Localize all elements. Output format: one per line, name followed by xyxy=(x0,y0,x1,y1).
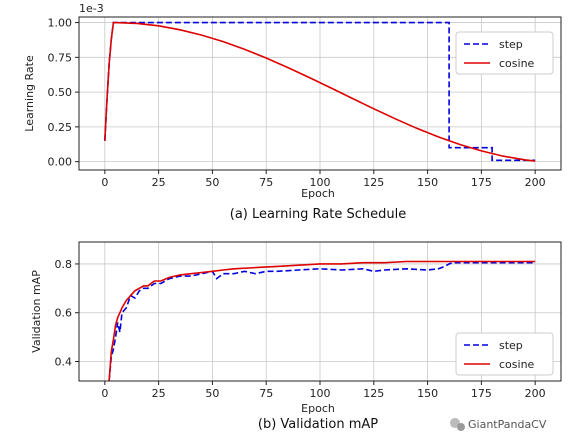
x-tick-label: 100 xyxy=(310,387,331,400)
legend: step cosine xyxy=(455,332,554,376)
y-tick-label: 0.4 xyxy=(55,355,73,368)
y-axis-label: Validation mAP xyxy=(30,270,43,353)
x-tick-label: 150 xyxy=(417,387,438,400)
x-tick-label: 125 xyxy=(363,387,384,400)
x-tick-label: 0 xyxy=(101,176,108,189)
legend: step cosine xyxy=(455,31,554,75)
y-tick-label: 0.8 xyxy=(55,258,73,271)
watermark-text: GiantPandaCV xyxy=(468,418,547,431)
x-tick-label: 50 xyxy=(205,176,219,189)
y-tick-label: 0.75 xyxy=(48,51,73,64)
legend-label-cosine: cosine xyxy=(499,358,535,371)
x-tick-label: 50 xyxy=(205,387,219,400)
x-tick-label: 200 xyxy=(525,176,546,189)
x-tick-label: 75 xyxy=(259,387,273,400)
legend-label-step: step xyxy=(499,339,523,352)
tick-labels: 0 25 50 75 100 125 150 175 200 0.4 0.6 0.8 xyxy=(55,258,546,400)
x-tick-label: 0 xyxy=(101,387,108,400)
x-tick-label: 125 xyxy=(363,176,384,189)
x-tick-label: 25 xyxy=(152,176,166,189)
series-line-cosine xyxy=(104,21,536,162)
series-lines xyxy=(108,260,536,382)
series-line-step xyxy=(108,261,536,382)
panel-caption: (a) Learning Rate Schedule xyxy=(230,207,407,222)
y-axis-label: Learning Rate xyxy=(23,55,36,132)
y-tick-label: 0.00 xyxy=(48,156,73,169)
watermark: GiantPandaCV xyxy=(450,418,547,431)
x-tick-label: 175 xyxy=(471,387,492,400)
y-tick-label: 0.50 xyxy=(48,86,73,99)
panel-validation-map: 0 25 50 75 100 125 150 175 200 0.4 0.6 0.8 Validati… xyxy=(30,241,562,432)
series-lines xyxy=(104,21,536,162)
wechat-icon xyxy=(450,418,465,431)
series-line-cosine xyxy=(108,260,536,382)
legend-label-step: step xyxy=(499,38,523,51)
panel-learning-rate: 0 25 50 75 100 125 150 175 200 0.00 0.25 0.50 0.75 1.… xyxy=(23,2,562,222)
x-tick-label: 100 xyxy=(310,176,331,189)
panel-caption: (b) Validation mAP xyxy=(258,417,378,432)
x-axis-label: Epoch xyxy=(301,187,335,200)
y-tick-label: 0.6 xyxy=(55,307,73,320)
x-tick-label: 200 xyxy=(525,387,546,400)
y-tick-label: 0.25 xyxy=(48,121,73,134)
x-tick-label: 175 xyxy=(471,176,492,189)
legend-label-cosine: cosine xyxy=(499,57,535,70)
y-tick-label: 1.00 xyxy=(48,17,73,30)
x-axis-label: Epoch xyxy=(301,402,335,415)
tick-labels: 0 25 50 75 100 125 150 175 200 0.00 0.25 0.50 0.75 1.… xyxy=(48,17,546,189)
x-tick-label: 25 xyxy=(152,387,166,400)
x-tick-label: 75 xyxy=(259,176,273,189)
x-tick-label: 150 xyxy=(417,176,438,189)
scale-note: 1e-3 xyxy=(79,2,104,15)
